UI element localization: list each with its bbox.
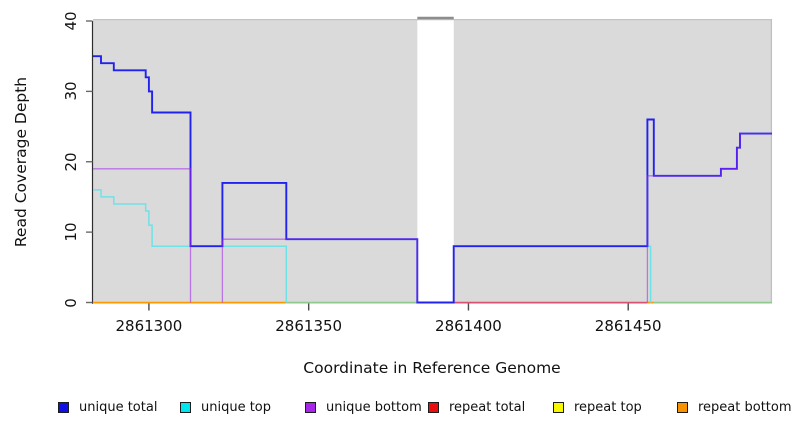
legend-label: unique total	[79, 400, 158, 415]
legend-swatch	[305, 402, 316, 413]
legend-item-repeat-top: repeat top	[553, 399, 642, 416]
y-tick-label: 0	[62, 297, 80, 308]
x-axis-title: Coordinate in Reference Genome	[303, 359, 561, 377]
y-tick-label: 10	[62, 222, 80, 242]
legend-swatch	[58, 402, 69, 413]
y-axis-title: Read Coverage Depth	[12, 76, 30, 248]
legend-item-repeat-bottom: repeat bottom	[677, 399, 792, 416]
legend-swatch	[677, 402, 688, 413]
gap-region	[417, 18, 454, 303]
legend-item-unique-total: unique total	[58, 399, 157, 416]
y-tick-label: 20	[62, 152, 80, 172]
legend-label: unique top	[201, 400, 272, 415]
legend-item-unique-bottom: unique bottom	[305, 399, 422, 416]
legend-label: repeat bottom	[698, 400, 792, 415]
x-tick-label: 2861450	[594, 317, 662, 335]
y-tick-label: 30	[62, 81, 80, 101]
x-tick-label: 2861300	[115, 317, 183, 335]
x-tick-label: 2861350	[275, 317, 343, 335]
legend-swatch	[428, 402, 439, 413]
y-tick-label: 40	[62, 11, 80, 31]
x-tick-label: 2861400	[435, 317, 502, 335]
legend-item-repeat-total: repeat total	[428, 399, 525, 416]
legend-swatch	[180, 402, 191, 413]
legend-item-unique-top: unique top	[180, 399, 271, 416]
legend-label: repeat total	[449, 400, 526, 415]
series-unique-bottom	[93, 132, 772, 303]
legend-swatch	[553, 402, 564, 413]
legend-label: repeat top	[574, 400, 642, 415]
legend-label: unique bottom	[326, 400, 422, 415]
